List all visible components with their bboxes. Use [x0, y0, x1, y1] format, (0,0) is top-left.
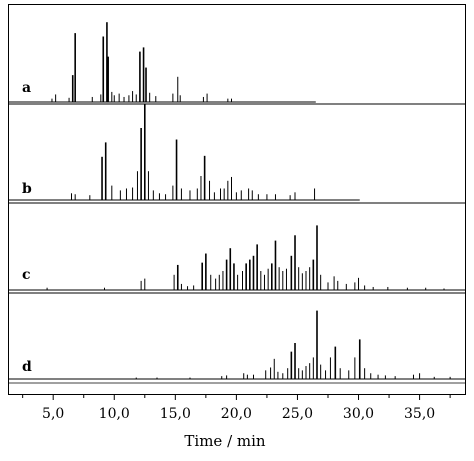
- x-axis-title: Time / min: [184, 432, 266, 450]
- x-tick-label: 30,0: [343, 406, 374, 422]
- series-a-label: a: [22, 80, 31, 96]
- x-tick-label: 5,0: [42, 406, 64, 422]
- series-b-label: b: [22, 181, 32, 197]
- x-tick-label: 10,0: [99, 406, 130, 422]
- series-d-label: d: [22, 359, 32, 375]
- x-tick-label: 35,0: [404, 406, 435, 422]
- x-tick-label: 20,0: [221, 406, 252, 422]
- series-c-label: c: [22, 267, 31, 283]
- chart-marks: a b c d 5,0 10,0 15,0 20,0 25,0 30,0 35,0: [8, 22, 466, 422]
- x-tick-label: 25,0: [282, 406, 313, 422]
- x-tick-label: 15,0: [160, 406, 191, 422]
